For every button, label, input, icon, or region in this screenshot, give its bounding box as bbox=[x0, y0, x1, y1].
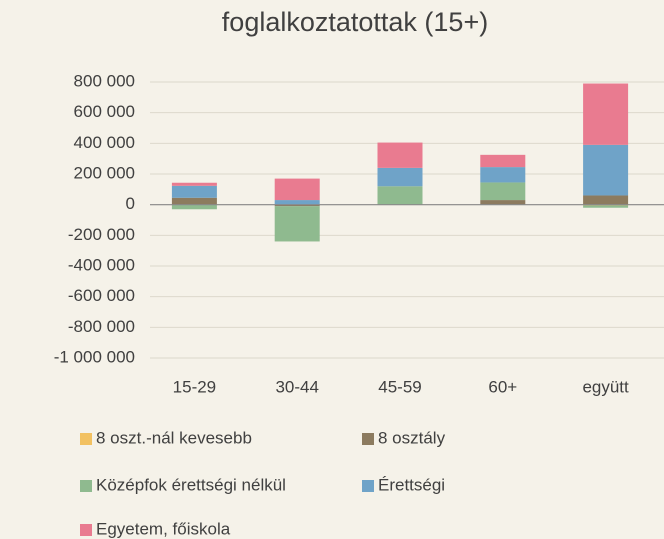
x-tick-label: 30-44 bbox=[275, 377, 318, 396]
bar-segment bbox=[377, 142, 423, 168]
chart-title: foglalkoztatottak (15+) bbox=[222, 7, 488, 37]
bar-segment bbox=[583, 83, 629, 145]
bar-segment bbox=[171, 204, 217, 210]
bar-segment bbox=[480, 182, 526, 201]
bar-segment bbox=[171, 197, 217, 205]
legend-swatch bbox=[80, 480, 92, 492]
y-tick-label: -400 000 bbox=[68, 255, 135, 274]
y-tick-label: 0 bbox=[126, 194, 135, 213]
x-tick-label: 15-29 bbox=[173, 377, 216, 396]
y-tick-label: 600 000 bbox=[74, 102, 135, 121]
bar-segment bbox=[480, 167, 526, 183]
x-tick-label: 45-59 bbox=[378, 377, 421, 396]
bar-segment bbox=[480, 154, 526, 168]
y-tick-label: 800 000 bbox=[74, 71, 135, 90]
y-tick-label: -200 000 bbox=[68, 225, 135, 244]
legend-swatch bbox=[362, 433, 374, 445]
bar-segment bbox=[274, 178, 320, 201]
y-tick-label: -800 000 bbox=[68, 317, 135, 336]
bar-segment bbox=[377, 186, 423, 205]
bar-segment bbox=[274, 204, 320, 207]
bar-segment bbox=[171, 182, 217, 186]
x-tick-label: együtt bbox=[582, 377, 629, 396]
legend-swatch bbox=[80, 524, 92, 536]
y-tick-label: -600 000 bbox=[68, 286, 135, 305]
bar-segment bbox=[480, 200, 526, 205]
y-tick-label: 200 000 bbox=[74, 163, 135, 182]
legend-label: 8 osztály bbox=[378, 428, 446, 447]
legend-swatch bbox=[80, 433, 92, 445]
bar-segment bbox=[274, 206, 320, 242]
y-tick-label: 400 000 bbox=[74, 133, 135, 152]
bar-segment bbox=[274, 200, 320, 205]
legend-label: Érettségi bbox=[378, 475, 445, 494]
bar-segment bbox=[583, 144, 629, 196]
y-tick-label: -1 000 000 bbox=[54, 347, 135, 366]
legend-label: Középfok érettségi nélkül bbox=[96, 475, 286, 494]
x-tick-label: 60+ bbox=[488, 377, 517, 396]
legend-label: 8 oszt.-nál kevesebb bbox=[96, 428, 252, 447]
bar-segment bbox=[377, 167, 423, 187]
bar-segment bbox=[583, 195, 629, 205]
legend-label: Egyetem, főiskola bbox=[96, 519, 231, 538]
legend-swatch bbox=[362, 480, 374, 492]
bar-segment bbox=[171, 185, 217, 198]
bar-segment bbox=[583, 205, 629, 208]
